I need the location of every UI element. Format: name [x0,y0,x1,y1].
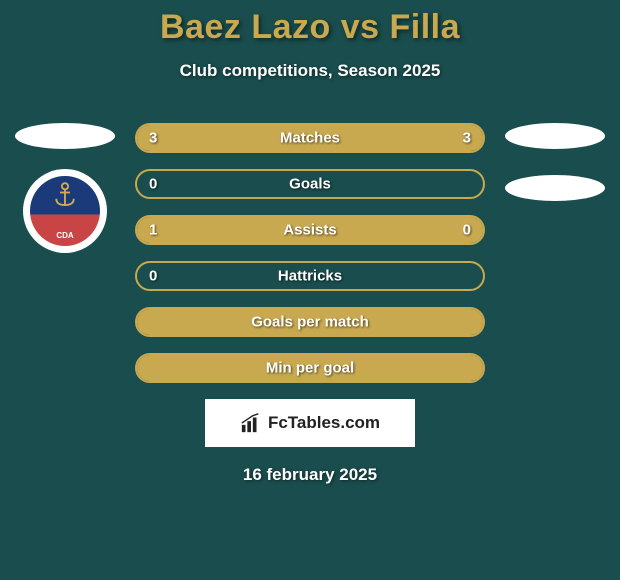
stat-value-left: 1 [149,222,157,239]
stat-label: Assists [283,222,336,239]
brand-name: FcTables.com [268,413,380,433]
stat-label: Min per goal [266,360,354,377]
page-subtitle: Club competitions, Season 2025 [0,61,620,81]
stat-label: Goals [289,176,331,193]
stat-row-goals: 0 Goals [135,169,485,199]
comparison-widget: Baez Lazo vs Filla Club competitions, Se… [0,0,620,485]
club-badge-inner: CDA [30,176,100,246]
club-badge-text: CDA [56,231,73,240]
left-player-column: CDA [10,123,120,253]
footer-date: 16 february 2025 [0,465,620,485]
stat-fill-left [137,217,403,243]
stat-label: Matches [280,130,340,147]
stat-label: Hattricks [278,268,342,285]
stat-value-left: 0 [149,268,157,285]
stat-value-left: 0 [149,176,157,193]
stat-row-matches: 3 Matches 3 [135,123,485,153]
anchor-icon [50,180,80,210]
stat-label: Goals per match [251,314,369,331]
player-photo-placeholder-right-1 [505,123,605,149]
content-area: CDA 3 Matches 3 0 Goals 1 [0,123,620,485]
stats-bars: 3 Matches 3 0 Goals 1 Assists 0 0 Hattri… [135,123,485,383]
stat-fill-right [403,217,483,243]
stat-row-min-per-goal: Min per goal [135,353,485,383]
club-badge-left: CDA [23,169,107,253]
stat-value-right: 0 [463,222,471,239]
stat-value-left: 3 [149,130,157,147]
stat-row-goals-per-match: Goals per match [135,307,485,337]
chart-icon [240,412,262,434]
player-photo-placeholder-right-2 [505,175,605,201]
stat-row-hattricks: 0 Hattricks [135,261,485,291]
right-player-column [500,123,610,201]
player-photo-placeholder-left [15,123,115,149]
brand-box[interactable]: FcTables.com [205,399,415,447]
stat-row-assists: 1 Assists 0 [135,215,485,245]
stat-value-right: 3 [463,130,471,147]
page-title: Baez Lazo vs Filla [0,8,620,47]
